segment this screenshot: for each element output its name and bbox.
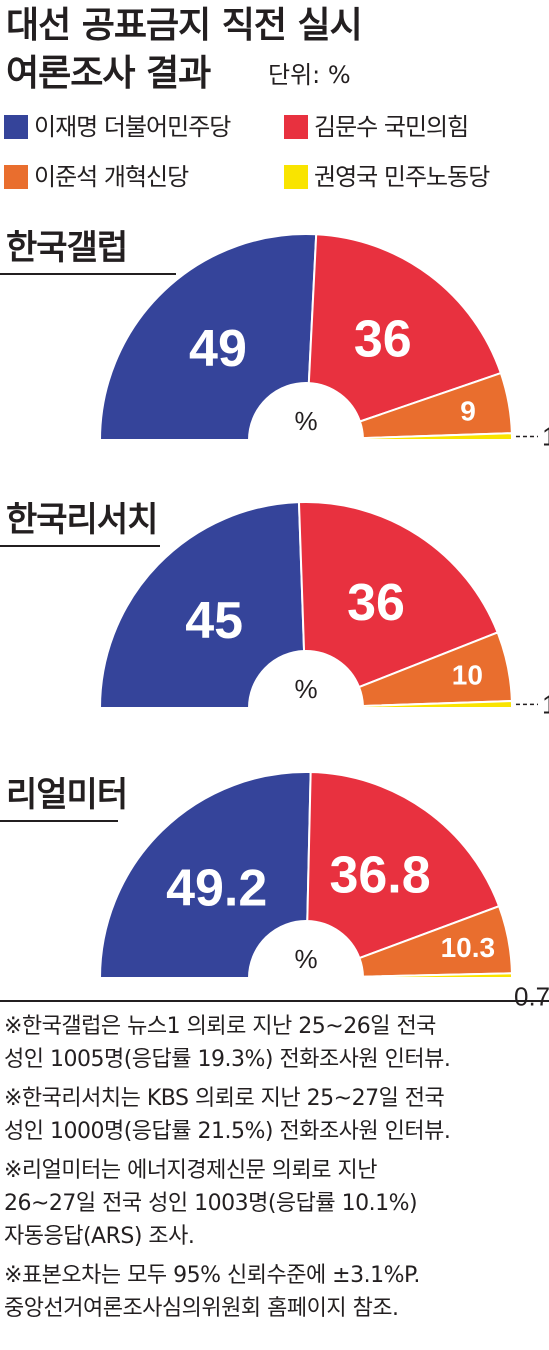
legend-swatch-kwon — [284, 165, 308, 189]
slice-kim-gallup — [307, 233, 503, 423]
data-label-lee-realmeter: 49.2 — [166, 859, 267, 917]
data-label-kim-realmeter: 36.8 — [329, 847, 430, 905]
legend-swatch-leejs — [4, 165, 28, 189]
data-label-kim-gallup: 36 — [354, 311, 412, 369]
center-label-research: % — [294, 674, 317, 704]
slice-kwon-research — [361, 699, 514, 709]
semicircle-chart-gallup: 49 36 9 1% — [98, 233, 549, 452]
slice-kim-research — [297, 501, 499, 689]
slice-kwon-realmeter — [361, 972, 514, 979]
legend-label-kwon: 권영국 민주노동당 — [314, 163, 490, 191]
center-label-gallup: % — [294, 406, 317, 436]
data-label-kwon-gallup: 1 — [542, 422, 549, 452]
notes: ※한국갤럽은 뉴스1 의뢰로 지난 25~26일 전국 성인 1005명(응답률… — [4, 1010, 549, 1331]
poll-title-realmeter: 리얼미터 — [6, 775, 128, 815]
poll-rule-gallup — [0, 273, 176, 275]
note-realmeter: ※리얼미터는 에너지경제신문 의뢰로 지난 26~27일 전국 성인 1003명… — [4, 1158, 418, 1249]
legend-swatch-kim — [284, 115, 308, 139]
slice-lee-realmeter — [98, 771, 312, 979]
title-line-2: 여론조사 결과 — [6, 53, 211, 94]
legend-label-leejs: 이준석 개혁신당 — [34, 163, 189, 191]
unit-label: 단위: % — [268, 61, 351, 89]
slice-lee-gallup — [98, 233, 318, 441]
notes-divider — [0, 1000, 549, 1002]
legend-label-lee: 이재명 더불어민주당 — [34, 113, 231, 141]
data-label-kim-research: 36 — [347, 574, 405, 632]
legend-item-lee: 이재명 더불어민주당 — [4, 112, 231, 142]
legend-label-kim: 김문수 국민의힘 — [314, 113, 469, 141]
note-research: ※한국리서치는 KBS 의뢰로 지난 25~27일 전국 성인 1000명(응답… — [4, 1086, 451, 1144]
poll-title-research: 한국리서치 — [6, 500, 158, 540]
poll-rule-research — [0, 545, 160, 547]
data-label-kwon-realmeter: 0.7 — [514, 982, 549, 1012]
slice-kim-realmeter — [306, 771, 501, 960]
data-label-lee-gallup: 49 — [189, 320, 247, 378]
chart-title: 대선 공표금지 직전 실시 여론조사 결과 — [6, 2, 363, 98]
legend-item-leejs: 이준석 개혁신당 — [4, 162, 189, 192]
data-label-leejs-gallup: 9 — [460, 395, 476, 426]
legend-item-kwon: 권영국 민주노동당 — [284, 162, 490, 192]
title-line-1: 대선 공표금지 직전 실시 — [6, 5, 363, 46]
data-label-leejs-research: 10 — [452, 660, 483, 691]
note-gallup: ※한국갤럽은 뉴스1 의뢰로 지난 25~26일 전국 성인 1005명(응답률… — [4, 1014, 451, 1072]
slice-lee-research — [98, 501, 306, 709]
data-label-lee-research: 45 — [185, 592, 243, 650]
poll-title-gallup: 한국갤럽 — [6, 228, 128, 268]
slice-kwon-gallup — [361, 432, 514, 441]
legend-swatch-lee — [4, 115, 28, 139]
semicircle-chart-research: 45 36 10 1% — [98, 501, 549, 719]
data-label-leejs-realmeter: 10.3 — [441, 932, 496, 963]
center-label-realmeter: % — [294, 944, 317, 974]
data-label-kwon-research: 1 — [542, 689, 549, 719]
poll-rule-realmeter — [0, 820, 118, 822]
note-margin: ※표본오차는 모두 95% 신뢰수준에 ±3.1%P. 중앙선거여론조사심의위원… — [4, 1263, 420, 1321]
semicircle-chart-realmeter: 49.2 36.8 10.3 0.7% — [98, 771, 549, 1012]
legend-item-kim: 김문수 국민의힘 — [284, 112, 469, 142]
